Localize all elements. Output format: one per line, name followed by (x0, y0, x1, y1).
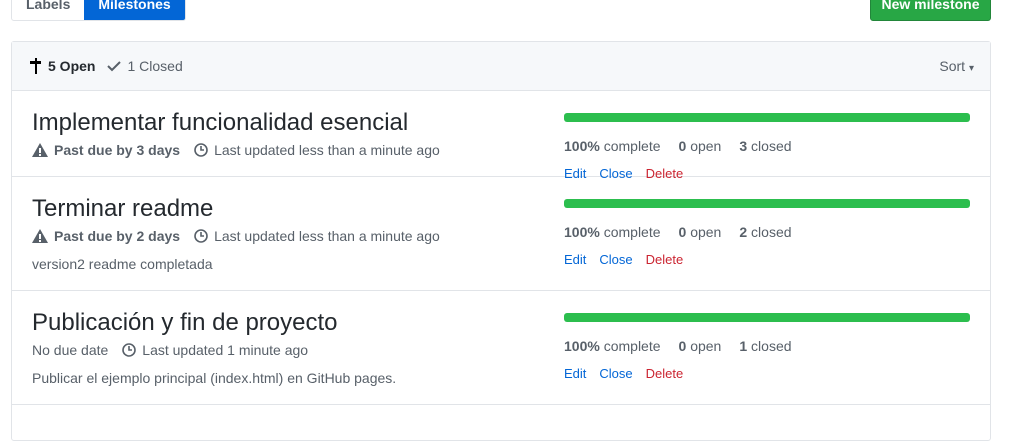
delete-link[interactable]: Delete (645, 366, 684, 381)
open-issues: 0 open (678, 138, 722, 154)
open-filter[interactable]: 5 Open (30, 58, 95, 74)
edit-link[interactable]: Edit (564, 366, 587, 381)
last-updated: Last updated less than a minute ago (194, 142, 440, 158)
check-icon (107, 61, 122, 72)
close-link[interactable]: Close (599, 252, 633, 267)
tab-milestones[interactable]: Milestones (84, 0, 185, 20)
progress-bar (564, 199, 970, 208)
edit-link[interactable]: Edit (564, 166, 587, 181)
progress-bar (564, 313, 970, 322)
list-header: 5 Open 1 Closed Sort ▾ (12, 42, 990, 91)
open-count: 5 Open (48, 58, 96, 74)
clock-icon (194, 143, 208, 157)
open-issues: 0 open (678, 224, 722, 240)
due-date: Past due by 2 days (32, 228, 180, 244)
percent-complete: 100% complete (564, 338, 661, 354)
delete-link[interactable]: Delete (645, 252, 684, 267)
last-updated: Last updated 1 minute ago (122, 342, 308, 358)
milestone-description: Publicar el ejemplo principal (index.htm… (32, 370, 397, 386)
delete-link[interactable]: Delete (645, 166, 684, 181)
closed-filter[interactable]: 1 Closed (107, 58, 183, 74)
edit-link[interactable]: Edit (564, 252, 587, 267)
clock-icon (194, 229, 208, 243)
milestone-title[interactable]: Terminar readme (32, 195, 214, 222)
milestone-row: Terminar readme Past due by 2 days Last … (12, 177, 990, 291)
closed-issues: 1 closed (739, 338, 792, 354)
alert-icon (32, 229, 48, 243)
due-date: Past due by 3 days (32, 142, 180, 158)
sort-dropdown[interactable]: Sort ▾ (939, 58, 974, 74)
due-date: No due date (32, 342, 109, 358)
new-milestone-button[interactable]: New milestone (870, 0, 991, 21)
percent-complete: 100% complete (564, 138, 661, 154)
milestone-list: 5 Open 1 Closed Sort ▾ Implementar funci… (11, 41, 991, 441)
last-updated: Last updated less than a minute ago (194, 228, 440, 244)
milestone-title[interactable]: Publicación y fin de proyecto (32, 309, 338, 336)
close-link[interactable]: Close (599, 366, 633, 381)
milestone-description: version2 readme completada (32, 256, 213, 272)
milestone-row: Publicación y fin de proyecto No due dat… (12, 291, 990, 405)
milestone-row: Implementar funcionalidad esencial Past … (12, 91, 990, 181)
close-link[interactable]: Close (599, 166, 633, 181)
open-issues: 0 open (678, 338, 722, 354)
clock-icon (122, 343, 137, 357)
progress-bar (564, 113, 970, 122)
alert-icon (32, 143, 48, 157)
sort-label: Sort (939, 58, 966, 74)
milestone-icon (30, 58, 41, 74)
milestone-title[interactable]: Implementar funcionalidad esencial (32, 109, 409, 136)
closed-count: 1 Closed (127, 58, 183, 74)
percent-complete: 100% complete (564, 224, 661, 240)
tab-labels[interactable]: Labels (26, 0, 71, 12)
caret-down-icon: ▾ (968, 63, 974, 74)
tab-nav: Labels Milestones (11, 0, 186, 21)
closed-issues: 2 closed (739, 224, 792, 240)
closed-issues: 3 closed (739, 138, 792, 154)
